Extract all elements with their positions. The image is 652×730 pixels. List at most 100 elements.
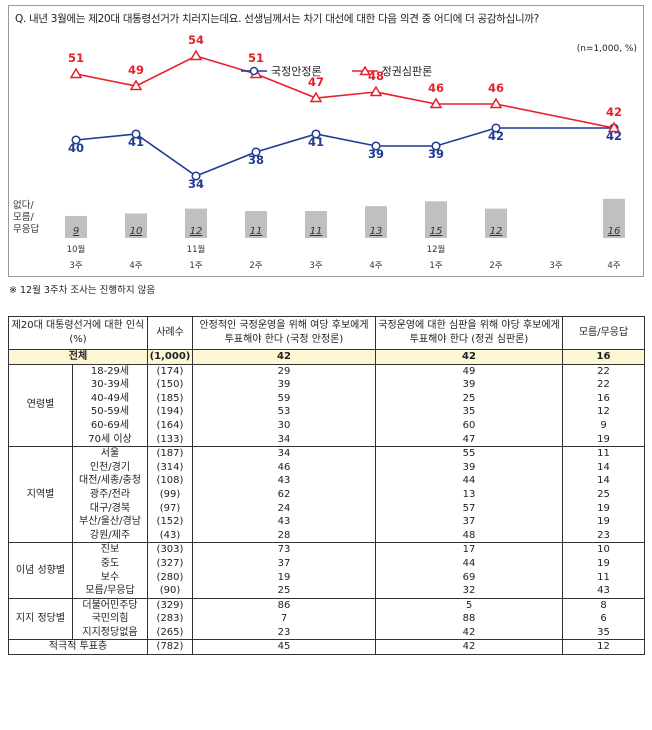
bar-dontknow	[305, 211, 327, 238]
row-stability: 7	[192, 612, 376, 626]
header-cases: 사례수	[147, 316, 193, 350]
stability-point	[491, 123, 501, 133]
row-dontknow: 19	[562, 515, 645, 529]
stability-point	[131, 129, 141, 139]
x-week-label: 2주	[489, 261, 502, 271]
row-label: 70세 이상	[72, 432, 148, 447]
stability-value-label: 42	[488, 129, 504, 143]
legend-item-judgment: 정권심판론	[351, 63, 432, 79]
stability-point	[311, 129, 321, 139]
judgment-point	[129, 79, 143, 91]
x-week-label: 3주	[309, 261, 322, 271]
judgment-value-label: 46	[488, 81, 504, 95]
row-judgment: 37	[375, 515, 563, 529]
x-month-label: 12월	[427, 244, 446, 255]
row-judgment: 17	[375, 542, 563, 557]
footnote: ※ 12월 3주차 조사는 진행하지 않음	[9, 285, 156, 296]
row-judgment: 44	[375, 556, 563, 571]
row-label: 30-39세	[72, 378, 148, 392]
group-label: 이념 성향별	[8, 542, 73, 599]
row-label: 서울	[72, 446, 148, 461]
stability-point	[191, 171, 201, 181]
question-text: Q. 내년 3월에는 제20대 대통령선거가 치러지는데요. 선생님께서는 차기…	[15, 13, 539, 25]
stability-value-label: 41	[128, 135, 144, 149]
table-row: 지역별 서울 (187) 34 55 11	[8, 446, 645, 543]
table-row-active-voters: 적극적 투표층 (782) 45 42 12	[8, 639, 645, 656]
legend-item-stability: 국정안정론	[241, 63, 322, 79]
row-label: 인천/경기	[72, 460, 148, 475]
total-cases: (1,000)	[147, 349, 193, 365]
x-month-label: 10월	[67, 244, 86, 255]
row-dontknow: 19	[562, 556, 645, 571]
row-judgment: 32	[375, 584, 563, 599]
row-cases: (185)	[147, 391, 193, 406]
legend-label-stability: 국정안정론	[271, 65, 322, 78]
table-row: 부산/울산/경남 (152) 43 37 19	[9, 515, 645, 529]
legend-line-triangle-icon	[351, 66, 378, 76]
table-row: 국민의힘 (283) 7 88 6	[9, 612, 645, 626]
row-label: 50-59세	[72, 405, 148, 419]
bar-dontknow	[603, 198, 625, 238]
row-cases: (90)	[147, 584, 193, 599]
x-week-label: 3주	[69, 261, 82, 271]
row-stability: 43	[192, 515, 376, 529]
row-label: 부산/울산/경남	[72, 515, 148, 529]
row-stability: 86	[192, 597, 376, 613]
table-row: 50-59세 (194) 53 35 12	[9, 405, 645, 419]
table-row: 70세 이상 (133) 34 47 19	[9, 432, 645, 447]
row-cases: (280)	[147, 570, 193, 585]
x-week-label: 4주	[607, 261, 620, 271]
stability-value-label: 34	[188, 177, 204, 191]
total-judgment: 42	[375, 349, 563, 365]
bar-value-label: 12	[190, 226, 203, 237]
row-judgment: 88	[375, 612, 563, 626]
stability-value-label: 39	[428, 147, 444, 161]
row-judgment: 47	[375, 432, 563, 447]
stability-point	[371, 141, 381, 151]
row-stability: 73	[192, 542, 376, 557]
bar-value-label: 12	[490, 226, 503, 237]
row-label: 더불어민주당	[72, 597, 148, 613]
x-week-label: 4주	[369, 261, 382, 271]
row-stability: 39	[192, 378, 376, 392]
table-row: 40-49세 (185) 59 25 16	[9, 391, 645, 406]
bar-dontknow	[425, 201, 447, 238]
table-row: 광주/전라 (99) 62 13 25	[9, 487, 645, 502]
table-row: 30-39세 (150) 39 39 22	[9, 378, 645, 392]
row-label: 중도	[72, 556, 148, 571]
row-judgment: 69	[375, 570, 563, 585]
row-cases: (133)	[147, 432, 193, 447]
header-dontknow: 모름/무응답	[562, 316, 645, 350]
total-stability: 42	[192, 349, 376, 365]
row-cases: (108)	[147, 474, 193, 488]
row-stability: 45	[192, 639, 376, 656]
stability-value-label: 41	[308, 135, 324, 149]
judgment-value-label: 54	[188, 33, 204, 47]
bar-series-label: 모름/	[13, 212, 34, 223]
bar-dontknow	[65, 215, 87, 238]
row-cases: (174)	[147, 363, 193, 379]
row-stability: 43	[192, 474, 376, 488]
judgment-point	[69, 67, 83, 79]
bar-dontknow	[125, 213, 147, 238]
row-judgment: 5	[375, 597, 563, 613]
row-judgment: 25	[375, 391, 563, 406]
table-row: 모름/무응답 (90) 25 32 43	[9, 584, 645, 599]
row-label: 국민의힘	[72, 612, 148, 626]
row-dontknow: 19	[562, 432, 645, 447]
row-dontknow: 25	[562, 487, 645, 502]
row-cases: (329)	[147, 597, 193, 613]
row-dontknow: 6	[562, 612, 645, 626]
row-dontknow: 22	[562, 363, 645, 379]
row-label: 강원/제주	[72, 528, 148, 543]
x-week-label: 3주	[549, 261, 562, 271]
row-stability: 19	[192, 570, 376, 585]
bar-series-label: 무응답	[13, 223, 39, 235]
total-label: 전체	[8, 349, 148, 365]
row-cases: (99)	[147, 487, 193, 502]
table-row: 대구/경북 (97) 24 57 19	[9, 501, 645, 516]
bar-value-label: 10	[130, 226, 143, 237]
sample-note: (n=1,000, %)	[576, 44, 637, 54]
row-label: 모름/무응답	[72, 584, 148, 599]
judgment-value-label: 46	[428, 81, 444, 95]
